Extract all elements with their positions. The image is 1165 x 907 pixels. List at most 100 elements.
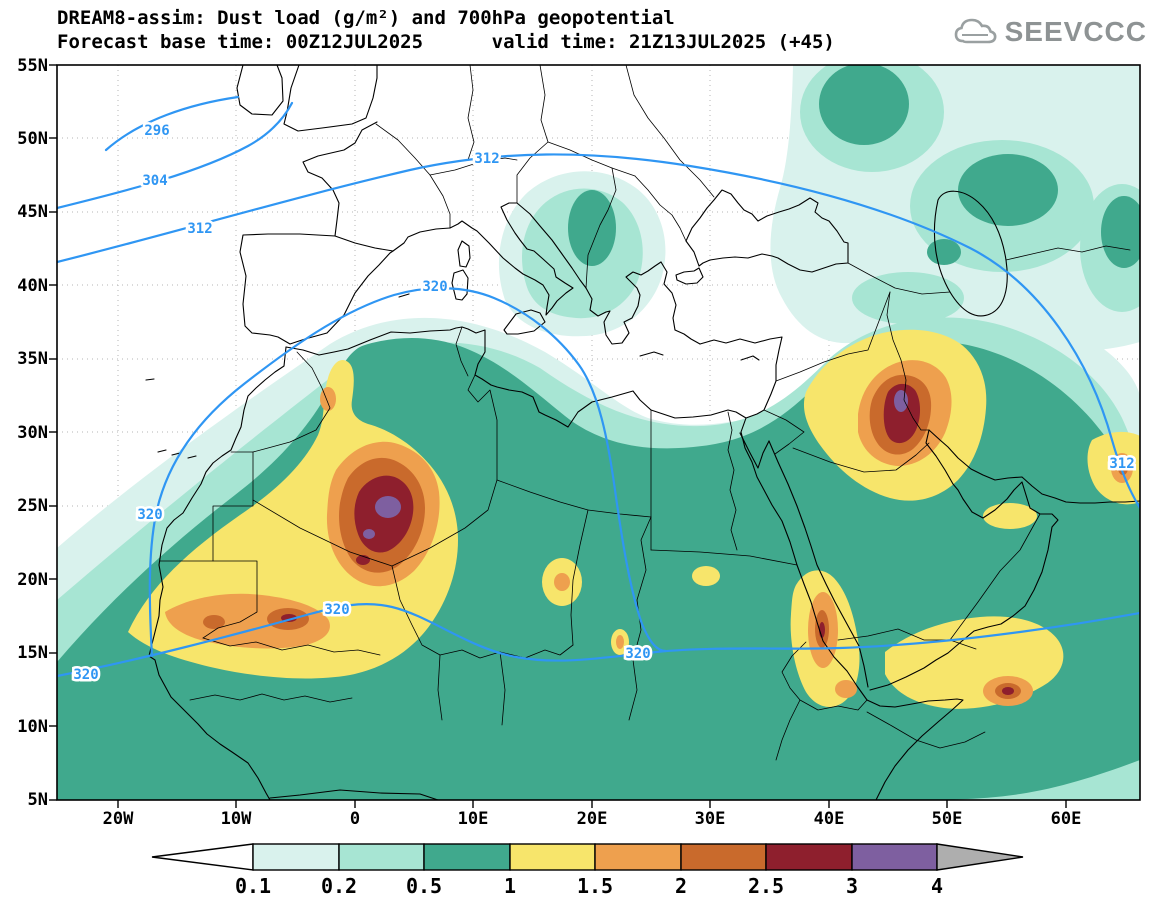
- seevccc-cloud-icon: [954, 18, 997, 44]
- lon-tick-label: 10E: [458, 809, 489, 829]
- lon-tick-label: 60E: [1051, 809, 1082, 829]
- border: [763, 409, 930, 473]
- lat-tick-label: 5N: [28, 790, 48, 810]
- geopotential-labels: 296 304 312 312 320 320 320 320 320 312: [71, 121, 1137, 686]
- geopotential-contours: [57, 95, 1140, 678]
- coastline: [302, 121, 378, 237]
- border: [585, 167, 617, 289]
- coastline: [739, 432, 770, 469]
- border: [547, 141, 636, 177]
- colorbar-arrow-right: [936, 843, 1024, 871]
- lon-tick-label: 40E: [814, 809, 845, 829]
- geopotential-label: 312: [187, 221, 212, 237]
- border: [159, 451, 254, 562]
- coastline: [933, 190, 1008, 317]
- coastline: [740, 417, 868, 701]
- lat-tick-label: 20N: [17, 570, 48, 590]
- lat-tick-label: 45N: [17, 202, 48, 222]
- geopotential-label: 312: [474, 151, 499, 167]
- coastline: [451, 269, 469, 301]
- colorbar-label: 1.5: [577, 874, 613, 898]
- coastline: [928, 429, 1140, 504]
- colorbar-label: 2.5: [748, 874, 784, 898]
- border: [775, 641, 868, 761]
- coastline: [685, 189, 849, 273]
- border: [866, 711, 986, 749]
- dust-load-field: [57, 65, 1140, 800]
- border: [625, 65, 715, 198]
- colorbar-cell: [509, 843, 596, 871]
- geopotential-label: 296: [144, 123, 169, 139]
- seevccc-wordmark: SEEVCCC: [1004, 16, 1147, 47]
- coastline: [740, 355, 760, 361]
- border: [775, 291, 891, 382]
- border: [391, 479, 498, 567]
- lat-tick-label: 30N: [17, 423, 48, 443]
- border: [429, 157, 518, 176]
- geopotential-label: 304: [142, 173, 167, 189]
- border: [539, 65, 549, 143]
- border: [202, 637, 381, 656]
- colorbar-cell: [338, 843, 425, 871]
- lat-tick-label: 15N: [17, 643, 48, 663]
- coastline: [768, 440, 869, 688]
- border: [202, 560, 258, 639]
- coastline: [148, 346, 287, 800]
- coastline: [269, 789, 439, 800]
- border: [496, 479, 652, 518]
- border: [847, 262, 951, 295]
- border: [334, 235, 394, 252]
- coastline: [869, 429, 1059, 691]
- coastline: [145, 378, 197, 459]
- border: [886, 291, 930, 431]
- colorbar-label: 2: [675, 874, 687, 898]
- colorbar-cell: [423, 843, 511, 871]
- border: [837, 513, 1041, 650]
- colorbar-cell: [252, 843, 340, 871]
- lat-tick-label: 55N: [17, 56, 48, 76]
- geopotential-label: 312: [1109, 456, 1134, 472]
- geopotential-label: 320: [73, 667, 98, 683]
- coastline: [585, 261, 662, 345]
- colorbar-cell: [851, 843, 938, 871]
- lon-tick-label: 50E: [932, 809, 963, 829]
- border: [252, 351, 331, 453]
- colorbar-label: 3: [846, 874, 858, 898]
- border: [467, 65, 475, 161]
- border: [189, 693, 353, 703]
- geopotential-line-320-loop: [148, 287, 668, 658]
- lat-tick-label: 25N: [17, 496, 48, 516]
- seevccc-logo: SEEVCCC: [952, 14, 1147, 50]
- lat-tick-label: 35N: [17, 349, 48, 369]
- longitude-axis: 20W 10W 0 10E 20E 30E 40E 50E 60E: [103, 809, 1082, 829]
- lon-tick-label: 10W: [221, 809, 252, 829]
- coastline: [660, 261, 701, 345]
- coastline: [398, 289, 434, 298]
- coastline: [449, 202, 574, 316]
- river: [727, 411, 738, 551]
- latitude-axis: 55N 50N 45N 40N 35N 30N 25N 20N 15N 10N …: [17, 56, 48, 810]
- lon-tick-label: 20E: [577, 809, 608, 829]
- border: [1005, 245, 1131, 261]
- border: [570, 509, 589, 646]
- colorbar-label: 1: [504, 874, 516, 898]
- lat-tick-label: 50N: [17, 129, 48, 149]
- colorbar-cell: [680, 843, 767, 871]
- lat-tick-label: 40N: [17, 276, 48, 296]
- geopotential-line-304: [57, 101, 294, 210]
- border: [634, 175, 687, 242]
- geopotential-line-312: [57, 153, 1140, 510]
- border: [516, 141, 549, 204]
- coastline: [392, 227, 451, 252]
- geopotential-label: 320: [422, 279, 447, 295]
- colorbar-label: 0.1: [235, 874, 271, 898]
- colorbar: 0.1 0.2 0.5 1 1.5 2 2.5 3 4: [151, 843, 1024, 898]
- border: [455, 326, 498, 481]
- geopotential-label: 320: [137, 507, 162, 523]
- coastline: [239, 233, 394, 345]
- coastline: [516, 202, 587, 289]
- colorbar-arrow-left: [151, 843, 254, 871]
- coastline: [675, 267, 704, 285]
